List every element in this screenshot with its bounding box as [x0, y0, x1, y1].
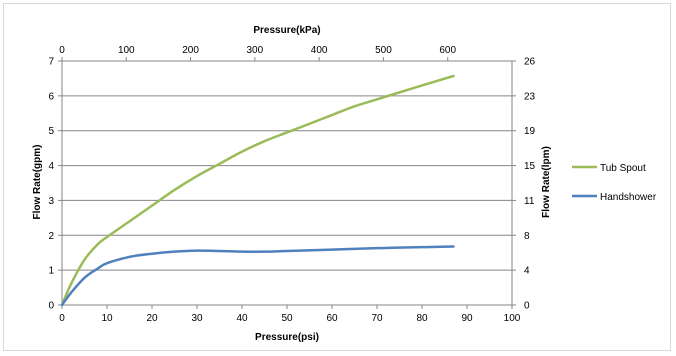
x2-tick-label-4: 400	[311, 45, 328, 56]
series-lines	[60, 74, 455, 307]
y2-tick-label-3: 11	[524, 196, 535, 207]
y-tick-label-3: 3	[48, 196, 54, 207]
y2-tick-label-0: 0	[524, 301, 530, 312]
y-tick-label-1: 1	[48, 266, 54, 277]
y2-tick-label-7: 26	[524, 57, 536, 68]
x2-tick-label-1: 100	[118, 45, 135, 56]
gridlines	[62, 60, 512, 306]
x-tick-label-7: 70	[371, 313, 383, 324]
series-line-handshower	[60, 245, 455, 307]
x-tick-label-4: 40	[236, 313, 248, 324]
legend: Tub Spout Handshower	[572, 163, 657, 203]
x-tick-label-8: 80	[416, 313, 428, 324]
x-axis-title: Pressure(psi)	[255, 332, 319, 343]
y-tick-label-7: 7	[48, 57, 54, 68]
x-tick-label-9: 90	[461, 313, 473, 324]
y2-tick-label-5: 19	[524, 126, 536, 137]
x2-tick-label-6: 600	[439, 45, 456, 56]
x-tick-label-1: 10	[101, 313, 113, 324]
y2-tick-label-2: 8	[524, 231, 530, 242]
y2-tick-label-4: 15	[524, 161, 536, 172]
y2-tick-label-6: 23	[524, 91, 536, 102]
y2-tick-label-1: 4	[524, 266, 530, 277]
x-tick-label-2: 20	[146, 313, 158, 324]
y-tick-label-0: 0	[48, 301, 54, 312]
y-tick-label-5: 5	[48, 126, 54, 137]
x2-tick-label-0: 0	[59, 45, 65, 56]
x2-tick-label-3: 300	[247, 45, 264, 56]
x2-tick-label-5: 500	[375, 45, 392, 56]
x-tick-label-10: 100	[504, 313, 521, 324]
series-line-tub-spout	[60, 74, 455, 307]
x-tick-label-6: 60	[326, 313, 338, 324]
x-tick-label-3: 30	[191, 313, 203, 324]
x2-tick-label-2: 200	[182, 45, 199, 56]
x2-axis-title: Pressure(kPa)	[253, 25, 320, 36]
x-tick-label-5: 50	[281, 313, 293, 324]
legend-label-tub-spout: Tub Spout	[600, 163, 646, 174]
axes	[58, 57, 516, 309]
y-tick-label-2: 2	[48, 231, 54, 242]
x-tick-label-0: 0	[59, 313, 65, 324]
y-tick-label-6: 6	[48, 91, 54, 102]
y2-axis-title: Flow Rate(lpm)	[541, 146, 552, 218]
y-tick-label-4: 4	[48, 161, 54, 172]
legend-label-handshower: Handshower	[600, 192, 657, 203]
y-axis-title: Flow Rate(gpm)	[32, 145, 43, 220]
